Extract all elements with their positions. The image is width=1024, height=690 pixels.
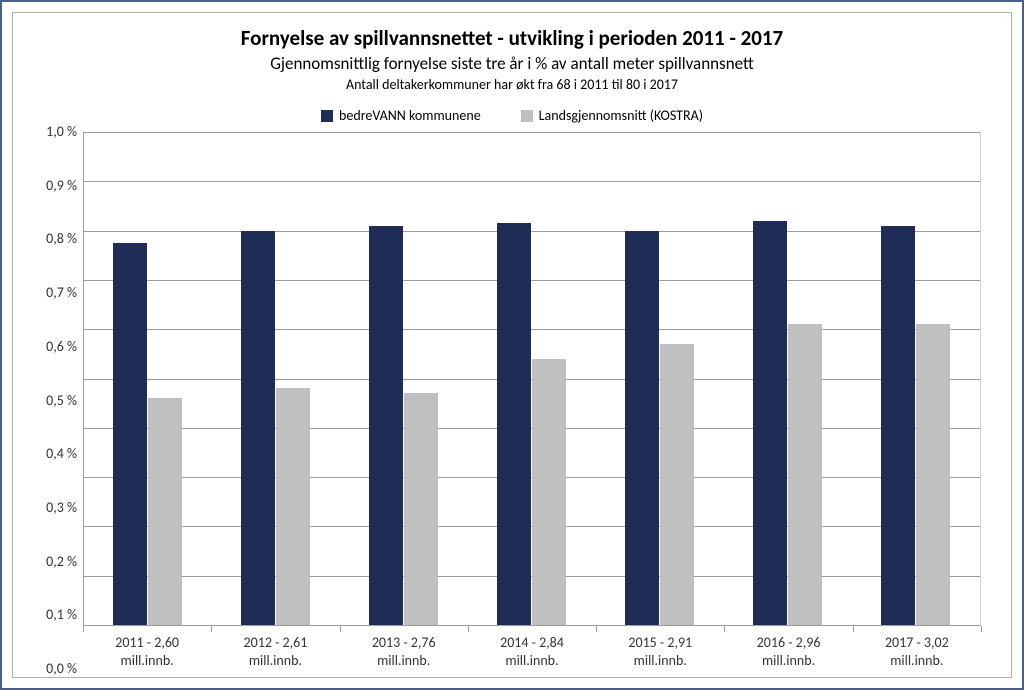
bars-layer [84,132,980,625]
chart-titles: Fornyelse av spillvannsnettet - utviklin… [13,13,1011,101]
y-tick-label: 0,6 % [46,340,77,354]
chart-outer-frame: Fornyelse av spillvannsnettet - utviklin… [0,0,1024,690]
legend-label-series-2: Landsgjennomsnitt (KOSTRA) [539,107,703,124]
bar [497,223,532,625]
x-tick-label: 2015 - 2,91 mill.innb. [596,626,724,669]
bar [881,226,916,625]
bar-group [84,132,212,625]
chart-title-main: Fornyelse av spillvannsnettet - utviklin… [33,25,991,51]
y-tick-label: 0,9 % [46,179,77,193]
legend-label-series-1: bedreVANN kommunene [339,107,481,124]
x-tick-marks [83,626,981,632]
bar-group [724,132,852,625]
bar [532,359,567,625]
bar-group [468,132,596,625]
chart-title-sub: Gjennomsnittlig fornyelse siste tre år i… [33,53,991,74]
bar [404,393,439,625]
x-tick-mark [83,626,84,632]
chart-container: Fornyelse av spillvannsnettet - utviklin… [12,12,1012,678]
bar [753,221,788,625]
bar [148,398,183,625]
legend-item-series-2: Landsgjennomsnitt (KOSTRA) [521,107,703,124]
y-tick-label: 0,8 % [46,232,77,246]
bar [625,231,660,625]
bar [369,226,404,625]
x-axis: 2011 - 2,60 mill.innb.2012 - 2,61 mill.i… [83,626,981,669]
plot-area [83,132,981,626]
legend-swatch-series-1 [321,110,333,122]
bar [916,324,951,625]
bar [788,324,823,625]
chart-title-note: Antall deltakerkommuner har økt fra 68 i… [33,76,991,93]
x-tick-label: 2016 - 2,96 mill.innb. [724,626,852,669]
legend-item-series-1: bedreVANN kommunene [321,107,481,124]
plot-and-x: 2011 - 2,60 mill.innb.2012 - 2,61 mill.i… [83,132,981,669]
plot-wrapper: 1,0 %0,9 %0,8 %0,7 %0,6 %0,5 %0,4 %0,3 %… [13,132,1011,677]
x-tick-label: 2017 - 3,02 mill.innb. [853,626,981,669]
x-tick-label: 2012 - 2,61 mill.innb. [211,626,339,669]
bar-group [596,132,724,625]
y-tick-label: 0,3 % [46,501,77,515]
chart-legend: bedreVANN kommunene Landsgjennomsnitt (K… [13,107,1011,124]
y-tick-label: 0,7 % [46,286,77,300]
x-tick-mark [724,626,725,632]
y-tick-label: 0,5 % [46,394,77,408]
x-tick-mark [340,626,341,632]
bar-group [212,132,340,625]
bar [113,243,148,625]
y-tick-label: 0,1 % [46,608,77,622]
y-tick-label: 0,2 % [46,555,77,569]
x-tick-label: 2014 - 2,84 mill.innb. [468,626,596,669]
x-tick-label: 2013 - 2,76 mill.innb. [340,626,468,669]
bar-group [852,132,980,625]
x-tick-label: 2011 - 2,60 mill.innb. [83,626,211,669]
bar [660,344,695,625]
y-tick-label: 0,0 % [46,662,77,676]
bar [241,231,276,625]
y-axis: 1,0 %0,9 %0,8 %0,7 %0,6 %0,5 %0,4 %0,3 %… [21,132,83,669]
legend-swatch-series-2 [521,110,533,122]
x-tick-mark [468,626,469,632]
x-tick-mark [211,626,212,632]
y-tick-label: 1,0 % [46,125,77,139]
x-tick-mark [596,626,597,632]
bar [276,388,311,625]
x-tick-mark [981,626,982,632]
bar-group [340,132,468,625]
y-tick-label: 0,4 % [46,447,77,461]
x-tick-mark [853,626,854,632]
